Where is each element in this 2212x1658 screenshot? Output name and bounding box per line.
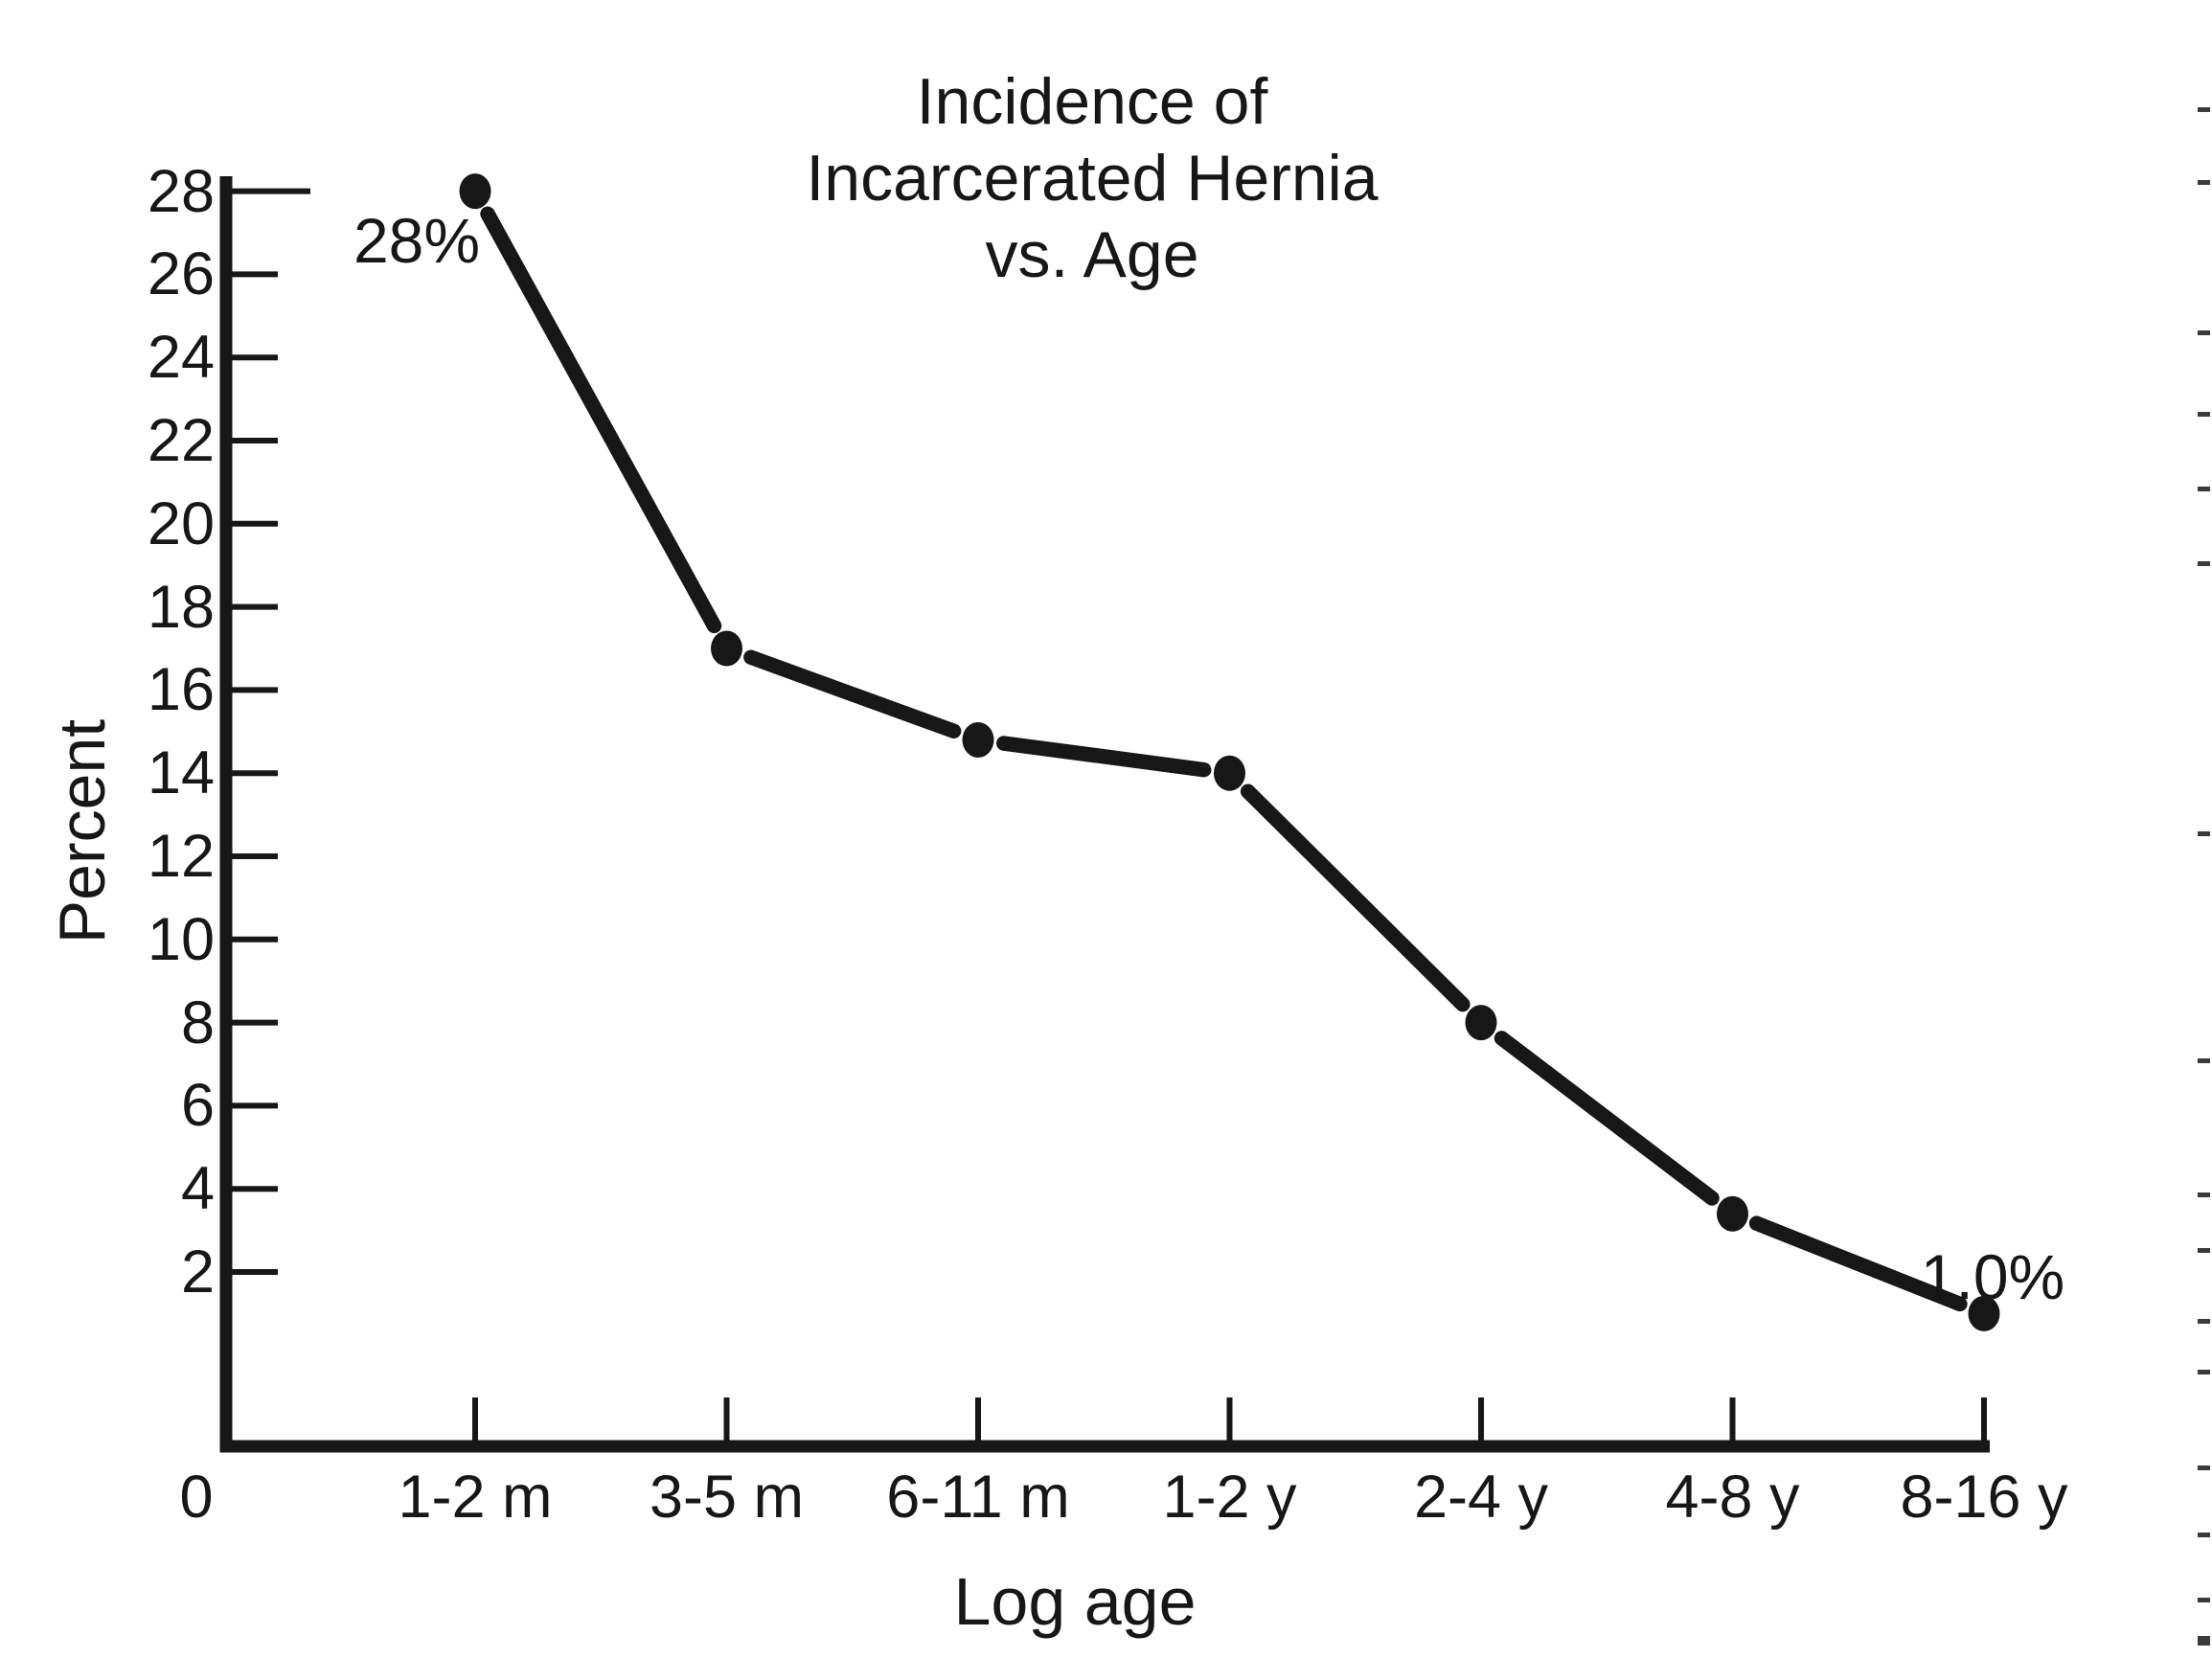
scan-edge-artifact [2198,107,2210,112]
scan-edge-artifact [2198,1533,2210,1537]
scan-edge-artifact [2198,1598,2210,1602]
y-tick-label: 2 [180,1238,215,1306]
scan-edge-artifact [2198,1370,2210,1374]
y-tick-label: 20 [147,489,215,557]
x-tick-label: 6-11 m [886,1464,1070,1531]
x-tick-label: 1-2 y [1162,1464,1297,1531]
data-label-last-point: 1.0% [1920,1241,2065,1312]
scan-edge-artifact [2198,1192,2210,1197]
y-tick-label: 18 [147,573,215,641]
chart-title-line-2: Incarcerated Hernia [806,142,1379,215]
data-point-dot [459,173,491,210]
y-tick-label: 12 [147,823,215,890]
scan-edge-artifact [2198,831,2210,836]
x-tick-label: 8-16 y [1900,1464,2068,1531]
data-point-dot [1717,1195,1748,1232]
data-point-dot [1968,1295,2000,1331]
x-tick-label: 2-4 y [1413,1464,1549,1531]
x-tick-label: 3-5 m [649,1464,805,1531]
y-tick-label: 8 [180,988,215,1056]
series-segment [1748,1215,1968,1312]
x-axis-title: Log age [953,1564,1197,1639]
series-segment [743,649,962,739]
y-tick-label: 4 [180,1155,215,1223]
y-tick-label: 6 [180,1072,215,1140]
x-axis-origin-label: 0 [179,1464,214,1531]
y-tick-label: 26 [147,240,215,308]
y-tick-label: 24 [147,324,215,392]
series-segment [1240,784,1471,1012]
scan-edge-artifact [2198,1319,2210,1324]
y-tick-label: 28 [147,157,215,225]
series-segment [1494,1031,1720,1206]
scan-edge-artifact [2198,330,2210,335]
series-segment [996,736,1212,778]
y-tick-label: 14 [147,739,215,807]
scan-edge-artifact [2198,1058,2210,1063]
data-point-dot [1214,755,1245,791]
scan-edge-artifact [2198,561,2210,566]
chart-title: Incidence of Incarcerated Hernia vs. Age [699,63,1485,293]
data-point-dot [962,721,994,758]
data-point-dot [1465,1005,1497,1041]
data-point-dot [711,630,742,667]
series-segment [480,206,722,634]
scan-edge-artifact [2198,180,2210,185]
chart-title-line-1: Incidence of [916,65,1268,138]
data-label-first-point: 28% [353,205,481,276]
scan-edge-artifact [2198,1636,2210,1646]
scan-edge-artifact [2198,487,2210,491]
x-tick-label: 4-8 y [1665,1464,1800,1531]
y-tick-label: 22 [147,407,215,474]
y-tick-label: 10 [147,905,215,973]
y-tick-label: 16 [147,656,215,724]
x-tick-label: 1-2 m [398,1464,553,1531]
chart-title-line-3: vs. Age [985,218,1199,291]
scan-edge-artifact [2198,1248,2210,1253]
scan-edge-artifact [2198,1465,2210,1470]
scan-edge-artifact [2198,412,2210,417]
